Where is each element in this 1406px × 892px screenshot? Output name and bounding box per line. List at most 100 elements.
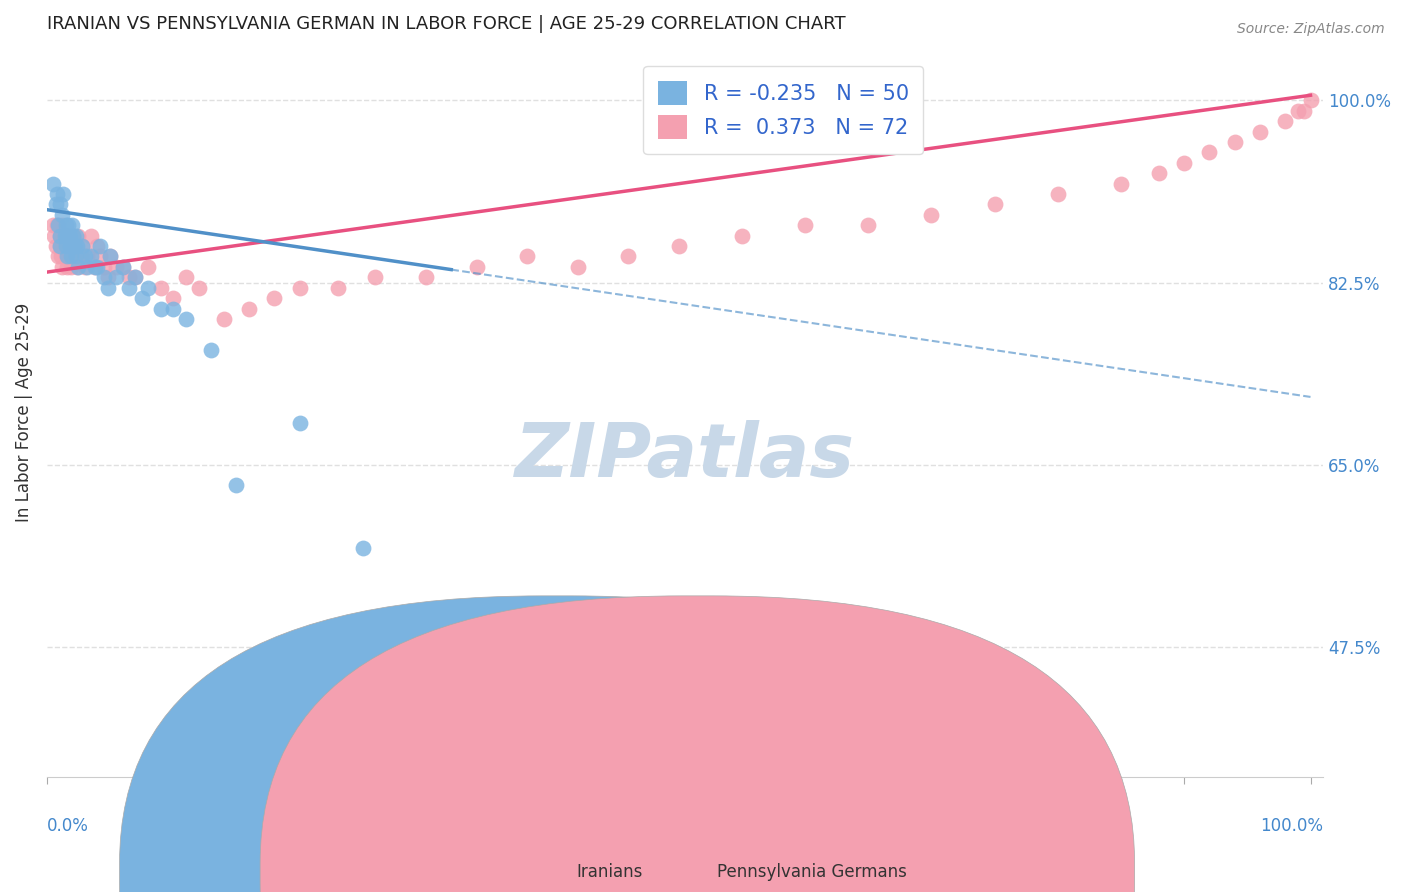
Point (149, 281, 172, 295)
Point (1173, 156, 1195, 170)
Point (98, 250, 121, 264)
Point (53, 228, 76, 243)
Point (45, 239, 67, 253)
Point (162, 291, 184, 305)
Point (1299, 94, 1322, 108)
Point (67, 228, 90, 243)
Point (76, 260, 98, 274)
Point (73, 250, 96, 264)
Point (983, 197, 1005, 211)
Legend: R = -0.235   N = 50, R =  0.373   N = 72: R = -0.235 N = 50, R = 0.373 N = 72 (644, 66, 924, 153)
Point (238, 301, 260, 316)
Point (389, 624, 412, 638)
Point (111, 260, 134, 274)
Point (65, 239, 87, 253)
Point (364, 270, 387, 285)
Point (55, 239, 77, 253)
Point (89, 250, 111, 264)
Point (84, 260, 107, 274)
Point (1286, 103, 1309, 118)
Point (80, 228, 103, 243)
Text: 0.0%: 0.0% (46, 817, 89, 835)
Point (46, 250, 69, 264)
Point (200, 343, 222, 358)
Point (53, 228, 76, 243)
Y-axis label: In Labor Force | Age 25-29: In Labor Force | Age 25-29 (15, 303, 32, 522)
Point (55, 250, 77, 264)
Point (162, 301, 184, 316)
Point (52, 187, 75, 202)
Point (288, 281, 311, 295)
Point (567, 260, 589, 274)
Point (45, 197, 67, 211)
Point (66, 260, 89, 274)
Point (46, 219, 69, 233)
Point (225, 478, 247, 492)
Point (46, 219, 69, 233)
Point (149, 301, 172, 316)
Point (59, 239, 82, 253)
Point (55, 219, 77, 233)
Point (1109, 177, 1132, 191)
Point (60, 219, 83, 233)
Point (174, 270, 197, 285)
Point (84, 260, 107, 274)
Point (96, 270, 118, 285)
Point (51, 260, 73, 274)
Point (668, 239, 690, 253)
Point (1274, 114, 1296, 128)
Point (62, 228, 84, 243)
Point (42, 219, 65, 233)
Point (731, 228, 754, 243)
Point (124, 270, 146, 285)
Point (59, 260, 82, 274)
Point (118, 270, 141, 285)
Point (1147, 166, 1170, 180)
Point (96, 281, 118, 295)
Point (56, 260, 79, 274)
Point (86, 260, 108, 274)
Point (326, 281, 349, 295)
Point (1249, 125, 1271, 139)
Point (415, 270, 437, 285)
Point (56, 228, 79, 243)
Point (1198, 145, 1220, 160)
Point (65, 228, 87, 243)
Text: 100.0%: 100.0% (1260, 817, 1323, 835)
Point (51, 208, 73, 222)
Text: Iranians: Iranians (576, 863, 643, 881)
Point (89, 239, 111, 253)
Point (80, 250, 103, 264)
Point (76, 250, 98, 264)
Point (58, 228, 80, 243)
Point (48, 197, 70, 211)
Point (131, 291, 153, 305)
Point (352, 541, 374, 555)
Point (212, 312, 235, 326)
Point (48, 228, 70, 243)
Point (465, 260, 488, 274)
Point (920, 208, 942, 222)
Point (1223, 135, 1246, 149)
Point (118, 281, 141, 295)
Point (1294, 103, 1316, 118)
Point (58, 219, 80, 233)
Point (263, 291, 285, 305)
Point (105, 260, 128, 274)
Point (56, 250, 79, 264)
Point (136, 260, 159, 274)
Point (617, 250, 640, 264)
Point (516, 250, 538, 264)
Point (98, 250, 121, 264)
Point (105, 270, 128, 285)
Point (48, 239, 70, 253)
Point (111, 260, 134, 274)
Point (288, 416, 311, 430)
Point (86, 239, 108, 253)
Point (52, 239, 75, 253)
Point (48, 228, 70, 243)
Point (59, 250, 82, 264)
Point (63, 239, 86, 253)
Text: IRANIAN VS PENNSYLVANIA GERMAN IN LABOR FORCE | AGE 25-29 CORRELATION CHART: IRANIAN VS PENNSYLVANIA GERMAN IN LABOR … (46, 15, 845, 33)
Point (72, 239, 94, 253)
